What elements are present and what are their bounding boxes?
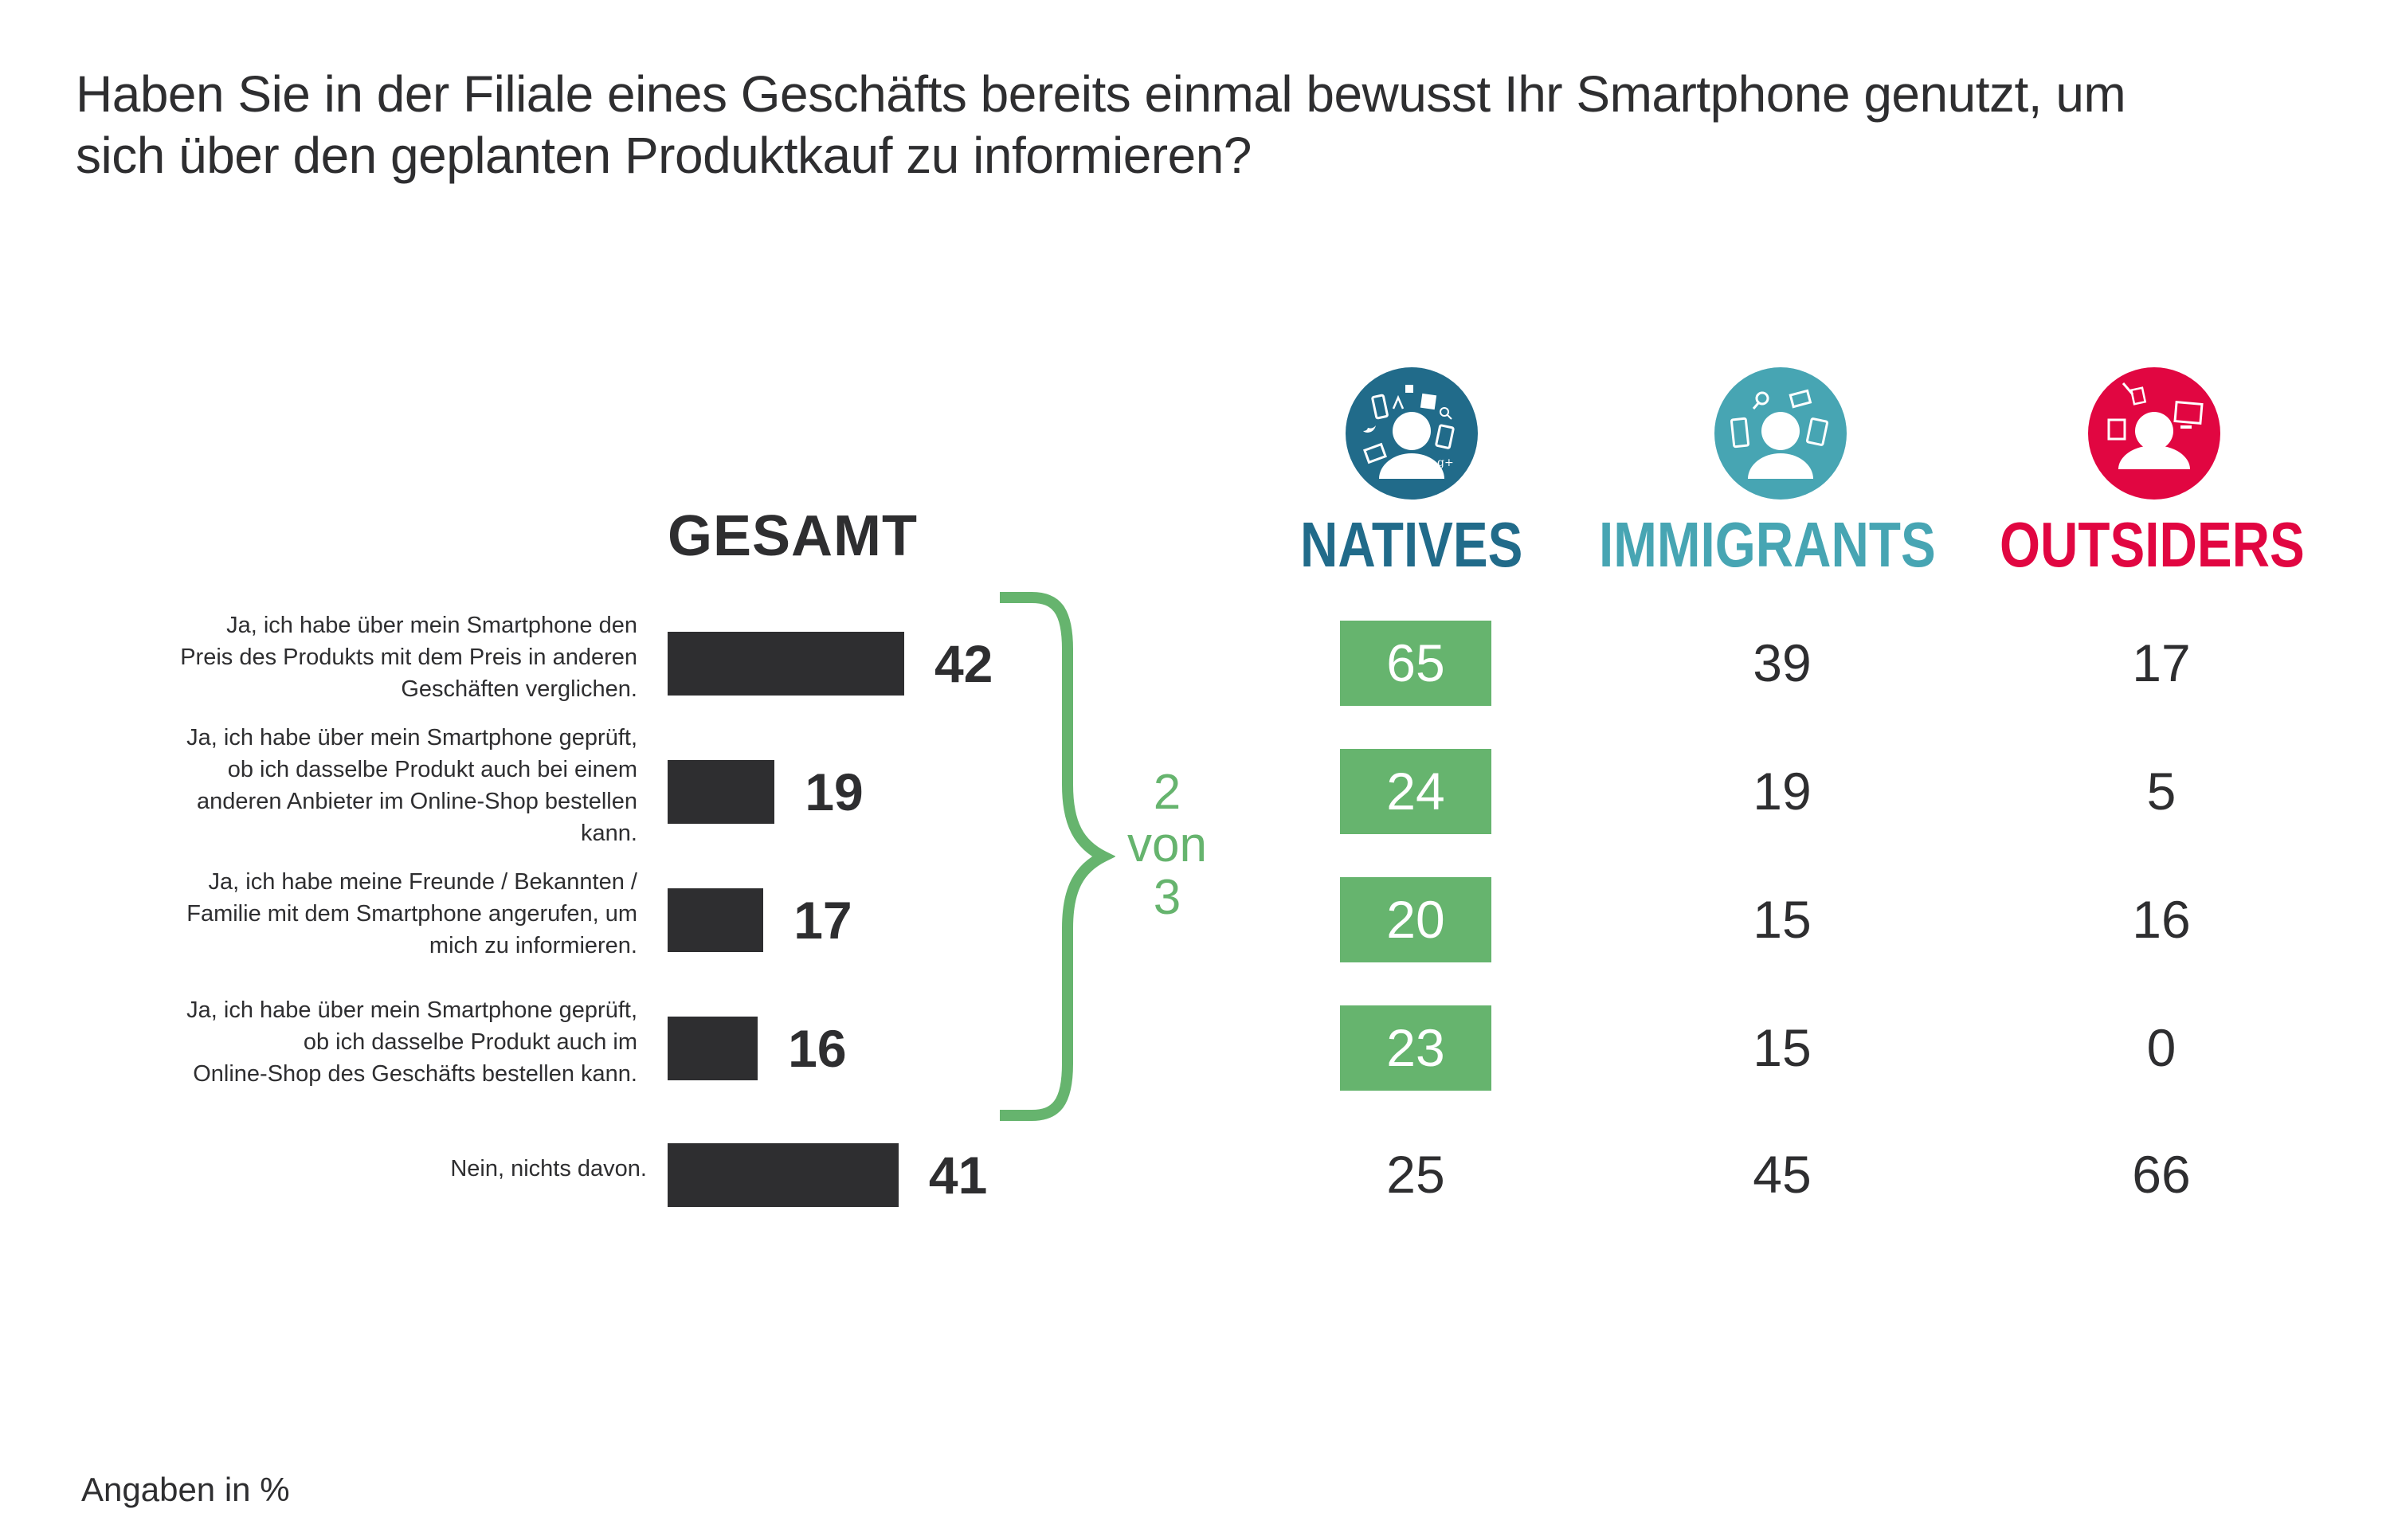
value-cell-immigrants: 39 — [1753, 633, 1812, 692]
category-label-line: ob ich dasselbe Produkt auch bei einem — [227, 757, 637, 782]
immigrants-person-devices-icon — [1714, 367, 1847, 500]
category-label-line: Preis des Produkts mit dem Preis in ande… — [180, 645, 637, 670]
category-label-line: kann. — [581, 821, 637, 846]
value-cell-outsiders: 16 — [2132, 890, 2191, 949]
gesamt-bar — [668, 760, 775, 824]
value-cell-natives: 25 — [1386, 1145, 1445, 1204]
unit-note: Angaben in % — [81, 1471, 290, 1508]
value-cell-immigrants: 19 — [1753, 762, 1812, 821]
gesamt-value-label: 42 — [934, 634, 993, 693]
value-cell-natives: 23 — [1340, 1005, 1491, 1091]
bracket-annotation-line-2: von — [1127, 817, 1207, 872]
category-label-line: ob ich dasselbe Produkt auch im — [303, 1029, 637, 1055]
gesamt-value-label: 19 — [805, 762, 864, 821]
curly-bracket-icon — [1000, 592, 1115, 1121]
category-label-line: Ja, ich habe über mein Smartphone geprüf… — [186, 997, 637, 1023]
category-label-line: Online-Shop des Geschäfts bestellen kann… — [193, 1061, 637, 1087]
gesamt-bar — [668, 632, 904, 696]
value-cell-natives: 24 — [1340, 749, 1491, 834]
category-label: Ja, ich habe meine Freunde / Bekannten /… — [80, 866, 637, 962]
chart-title-line-1: Haben Sie in der Filiale eines Geschäfts… — [76, 65, 2126, 123]
value-cell-natives: 65 — [1340, 621, 1491, 706]
value-cell-immigrants: 15 — [1753, 1018, 1812, 1077]
category-label-line: Geschäften verglichen. — [401, 676, 637, 702]
category-label: Nein, nichts davon. — [89, 1153, 647, 1185]
segment-label-immigrants: IMMIGRANTS — [1599, 509, 1936, 580]
value-cell-immigrants: 45 — [1753, 1145, 1812, 1204]
gesamt-bar — [668, 1017, 758, 1080]
gesamt-bar — [668, 1143, 899, 1207]
segment-label-natives: NATIVES — [1300, 509, 1523, 580]
value-cell-outsiders: 66 — [2132, 1145, 2191, 1204]
category-label-line: Familie mit dem Smartphone angerufen, um — [186, 901, 637, 927]
bracket-annotation-line-3: 3 — [1153, 870, 1181, 925]
outsiders-person-offline-icon — [2088, 367, 2220, 500]
natives-person-devices-icon: g+ — [1346, 367, 1478, 500]
chart-title-line-2: sich über den geplanten Produktkauf zu i… — [76, 127, 1252, 184]
gesamt-value-label: 16 — [788, 1019, 847, 1078]
gesamt-value-label: 17 — [793, 891, 852, 950]
value-cell-outsiders: 5 — [2146, 762, 2176, 821]
value-cell-outsiders: 0 — [2146, 1018, 2176, 1077]
bracket-annotation: 2 von 3 — [1119, 766, 1215, 924]
category-label-line: anderen Anbieter im Online-Shop bestelle… — [197, 789, 637, 814]
gesamt-header: GESAMT — [668, 504, 919, 568]
category-label-line: Ja, ich habe meine Freunde / Bekannten / — [208, 869, 637, 895]
value-cell-immigrants: 15 — [1753, 890, 1812, 949]
category-label-line: Nein, nichts davon. — [450, 1156, 647, 1181]
category-label: Ja, ich habe über mein Smartphone geprüf… — [80, 994, 637, 1090]
chart-title: Haben Sie in der Filiale eines Geschäfts… — [76, 64, 2362, 186]
value-cell-outsiders: 17 — [2132, 633, 2191, 692]
category-label: Ja, ich habe über mein Smartphone geprüf… — [80, 722, 637, 849]
category-label: Ja, ich habe über mein Smartphone den Pre… — [80, 609, 637, 705]
category-label-line: mich zu informieren. — [429, 933, 637, 958]
segment-label-outsiders: OUTSIDERS — [2000, 509, 2305, 580]
category-label-line: Ja, ich habe über mein Smartphone den — [226, 613, 637, 638]
value-cell-natives: 20 — [1340, 877, 1491, 962]
gesamt-value-label: 41 — [928, 1146, 988, 1205]
bracket-annotation-line-1: 2 — [1153, 765, 1181, 820]
gesamt-bar — [668, 888, 764, 952]
svg-text:g+: g+ — [1437, 457, 1454, 469]
category-label-line: Ja, ich habe über mein Smartphone geprüf… — [186, 725, 637, 750]
